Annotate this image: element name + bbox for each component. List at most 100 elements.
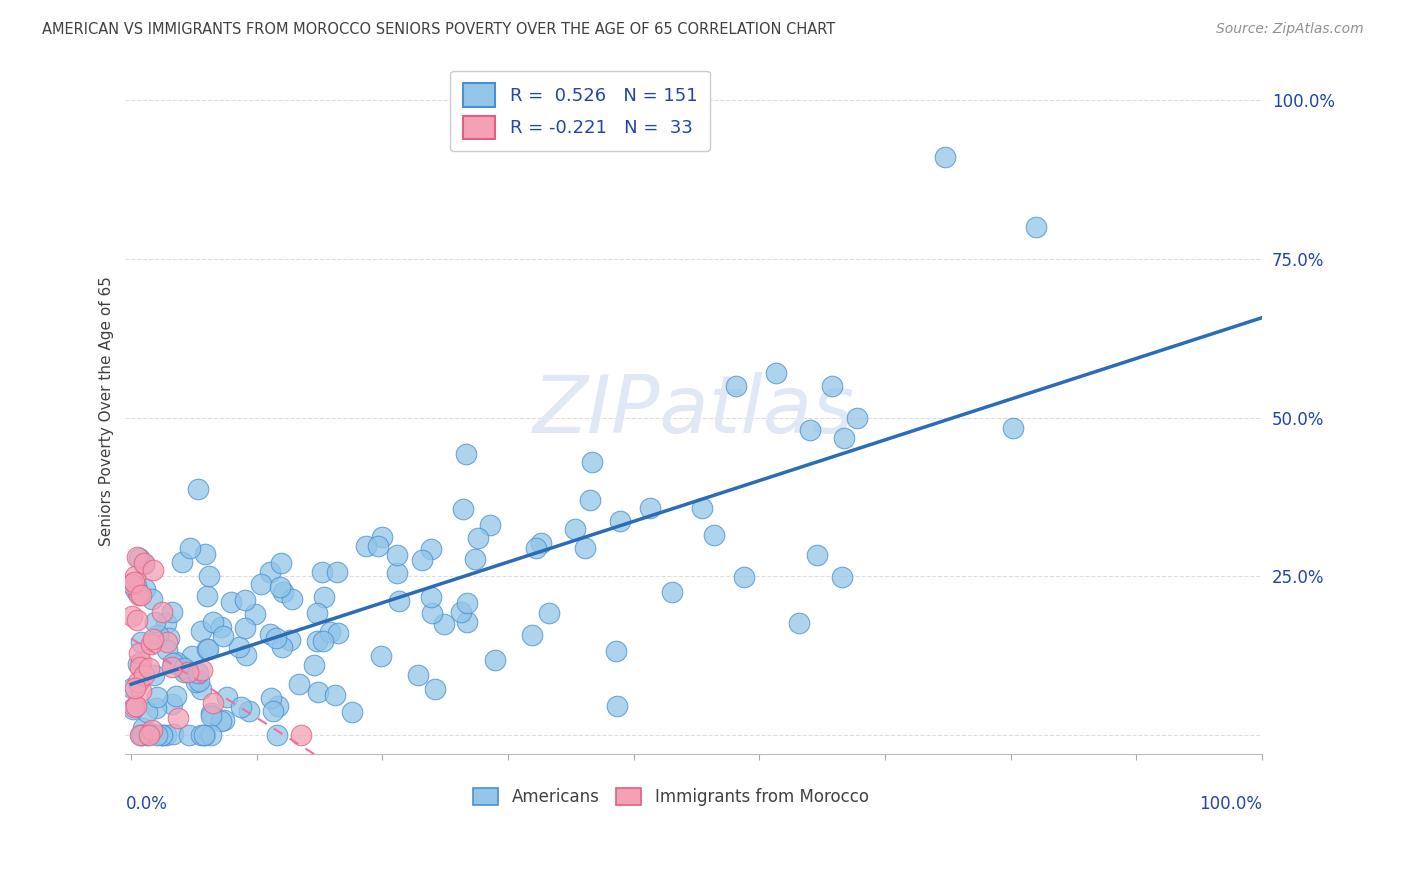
Point bbox=[319, 625, 342, 640]
Point bbox=[420, 590, 443, 604]
Point bbox=[325, 688, 347, 702]
Point bbox=[564, 522, 586, 536]
Point bbox=[605, 644, 627, 658]
Point bbox=[209, 619, 232, 633]
Point bbox=[221, 595, 243, 609]
Point bbox=[143, 615, 166, 629]
Point bbox=[270, 556, 292, 570]
Point bbox=[124, 569, 146, 583]
Point bbox=[127, 613, 149, 627]
Point bbox=[574, 541, 596, 555]
Point bbox=[173, 661, 195, 675]
Text: 100.0%: 100.0% bbox=[1199, 796, 1263, 814]
Point bbox=[423, 681, 446, 696]
Point bbox=[269, 581, 291, 595]
Point bbox=[661, 584, 683, 599]
Point bbox=[238, 705, 260, 719]
Point bbox=[467, 532, 489, 546]
Point bbox=[197, 642, 219, 657]
Point bbox=[188, 674, 211, 689]
Point bbox=[725, 379, 748, 393]
Point bbox=[156, 634, 179, 648]
Point bbox=[179, 541, 201, 556]
Point bbox=[129, 588, 152, 602]
Point bbox=[187, 482, 209, 496]
Point bbox=[121, 681, 143, 696]
Point bbox=[200, 709, 222, 723]
Point bbox=[312, 591, 335, 605]
Point bbox=[128, 660, 150, 674]
Point bbox=[326, 626, 349, 640]
Point bbox=[187, 666, 209, 681]
Text: ZIPatlas: ZIPatlas bbox=[533, 372, 855, 450]
Point bbox=[166, 711, 188, 725]
Point bbox=[578, 493, 600, 508]
Point bbox=[342, 705, 364, 719]
Point bbox=[733, 569, 755, 583]
Text: Source: ZipAtlas.com: Source: ZipAtlas.com bbox=[1216, 22, 1364, 37]
Point bbox=[703, 528, 725, 542]
Point bbox=[169, 658, 191, 673]
Point bbox=[229, 700, 252, 714]
Point bbox=[166, 689, 188, 703]
Point bbox=[266, 728, 288, 742]
Legend: Americans, Immigrants from Morocco: Americans, Immigrants from Morocco bbox=[465, 780, 877, 814]
Point bbox=[177, 665, 200, 680]
Point bbox=[846, 411, 869, 425]
Point bbox=[200, 728, 222, 742]
Point bbox=[302, 657, 325, 672]
Point bbox=[387, 548, 409, 562]
Point bbox=[179, 728, 201, 742]
Point bbox=[190, 624, 212, 638]
Point bbox=[200, 706, 222, 721]
Point bbox=[190, 682, 212, 697]
Point bbox=[124, 582, 146, 596]
Point bbox=[124, 681, 146, 695]
Point bbox=[136, 705, 159, 719]
Point bbox=[433, 617, 456, 632]
Point bbox=[184, 675, 207, 690]
Point bbox=[134, 668, 156, 682]
Point bbox=[606, 698, 628, 713]
Point bbox=[134, 557, 156, 571]
Point bbox=[270, 640, 292, 654]
Point bbox=[160, 660, 183, 674]
Point bbox=[799, 424, 821, 438]
Point bbox=[264, 631, 287, 645]
Point bbox=[690, 501, 713, 516]
Point bbox=[212, 713, 235, 727]
Point bbox=[1002, 421, 1025, 435]
Point bbox=[141, 637, 163, 651]
Point bbox=[522, 628, 544, 642]
Point bbox=[529, 536, 551, 550]
Point bbox=[138, 728, 160, 742]
Point bbox=[307, 685, 329, 699]
Point bbox=[124, 699, 146, 714]
Point bbox=[128, 646, 150, 660]
Point bbox=[141, 591, 163, 606]
Point bbox=[141, 723, 163, 738]
Point bbox=[156, 642, 179, 657]
Point bbox=[260, 690, 283, 705]
Text: 0.0%: 0.0% bbox=[125, 796, 167, 814]
Point bbox=[125, 699, 148, 714]
Point bbox=[212, 630, 235, 644]
Point bbox=[128, 589, 150, 603]
Point bbox=[233, 621, 256, 635]
Point bbox=[280, 633, 302, 648]
Point bbox=[388, 594, 411, 608]
Point bbox=[162, 605, 184, 619]
Point bbox=[524, 541, 547, 555]
Point bbox=[129, 635, 152, 649]
Point bbox=[281, 591, 304, 606]
Point bbox=[464, 552, 486, 566]
Point bbox=[155, 616, 177, 631]
Point bbox=[305, 607, 328, 621]
Text: AMERICAN VS IMMIGRANTS FROM MOROCCO SENIORS POVERTY OVER THE AGE OF 65 CORRELATI: AMERICAN VS IMMIGRANTS FROM MOROCCO SENI… bbox=[42, 22, 835, 37]
Point bbox=[127, 586, 149, 600]
Point bbox=[139, 726, 162, 740]
Point bbox=[150, 728, 173, 742]
Point bbox=[233, 592, 256, 607]
Point bbox=[193, 728, 215, 742]
Point bbox=[243, 607, 266, 621]
